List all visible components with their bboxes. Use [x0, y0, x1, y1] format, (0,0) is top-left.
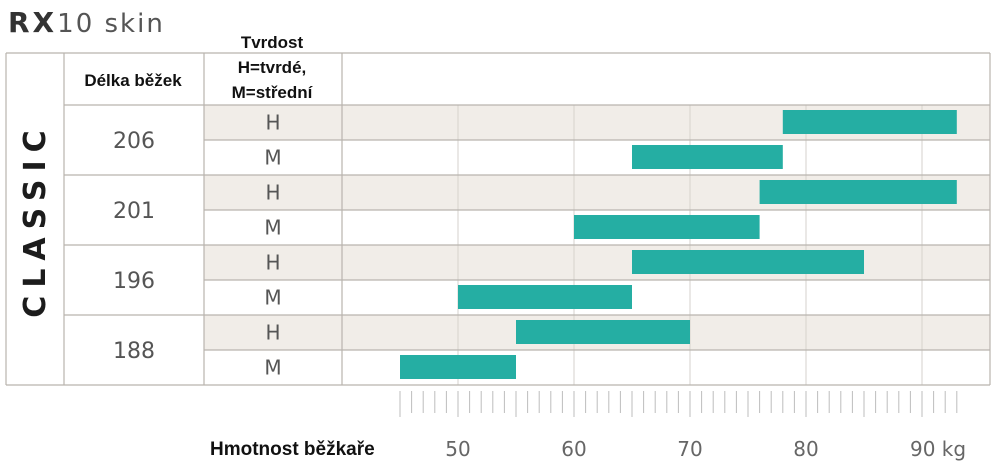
length-label: 206 [113, 129, 155, 154]
bars [400, 110, 957, 379]
length-label: 201 [113, 199, 155, 224]
range-bar [759, 180, 957, 204]
hardness-label: M [264, 286, 281, 310]
tick-label: 90 kg [910, 437, 966, 461]
length-label: 188 [113, 339, 155, 364]
range-bar [400, 355, 516, 379]
tick-label: 50 [445, 437, 470, 461]
hardness-label: H [265, 251, 280, 275]
hardness-label: M [264, 146, 281, 170]
header-hardness-line-1: Tvrdost [241, 33, 304, 52]
minor-ticks [399, 391, 958, 417]
length-label: 196 [113, 269, 155, 294]
hardness-label: M [264, 216, 281, 240]
x-axis-label: Hmotnost běžkaře [210, 439, 375, 460]
range-bar [574, 215, 760, 239]
range-bar [516, 320, 690, 344]
tick-label: 60 [561, 437, 586, 461]
hardness-label: H [265, 181, 280, 205]
hardness-label: H [265, 321, 280, 345]
header-hardness-line-3: M=střední [232, 83, 314, 102]
range-bar [632, 145, 783, 169]
header-length: Délka běžek [84, 71, 182, 90]
title-light: 10 skin [57, 9, 165, 39]
range-bar [458, 285, 632, 309]
title-bold: RX [8, 6, 57, 39]
tick-label: 70 [677, 437, 702, 461]
range-bar [632, 250, 864, 274]
chart-title: RX10 skin [8, 6, 165, 39]
row-band [204, 245, 990, 280]
hardness-label: M [264, 356, 281, 380]
table-frame [5, 52, 991, 386]
hardness-label: H [265, 111, 280, 135]
range-bar [782, 110, 957, 134]
side-label: CLASSIC [18, 122, 53, 317]
tick-label: 80 [793, 437, 818, 461]
header-hardness-line-2: H=tvrdé, [238, 58, 307, 77]
tick-labels: 50 60 70 80 90 kg [445, 437, 966, 461]
